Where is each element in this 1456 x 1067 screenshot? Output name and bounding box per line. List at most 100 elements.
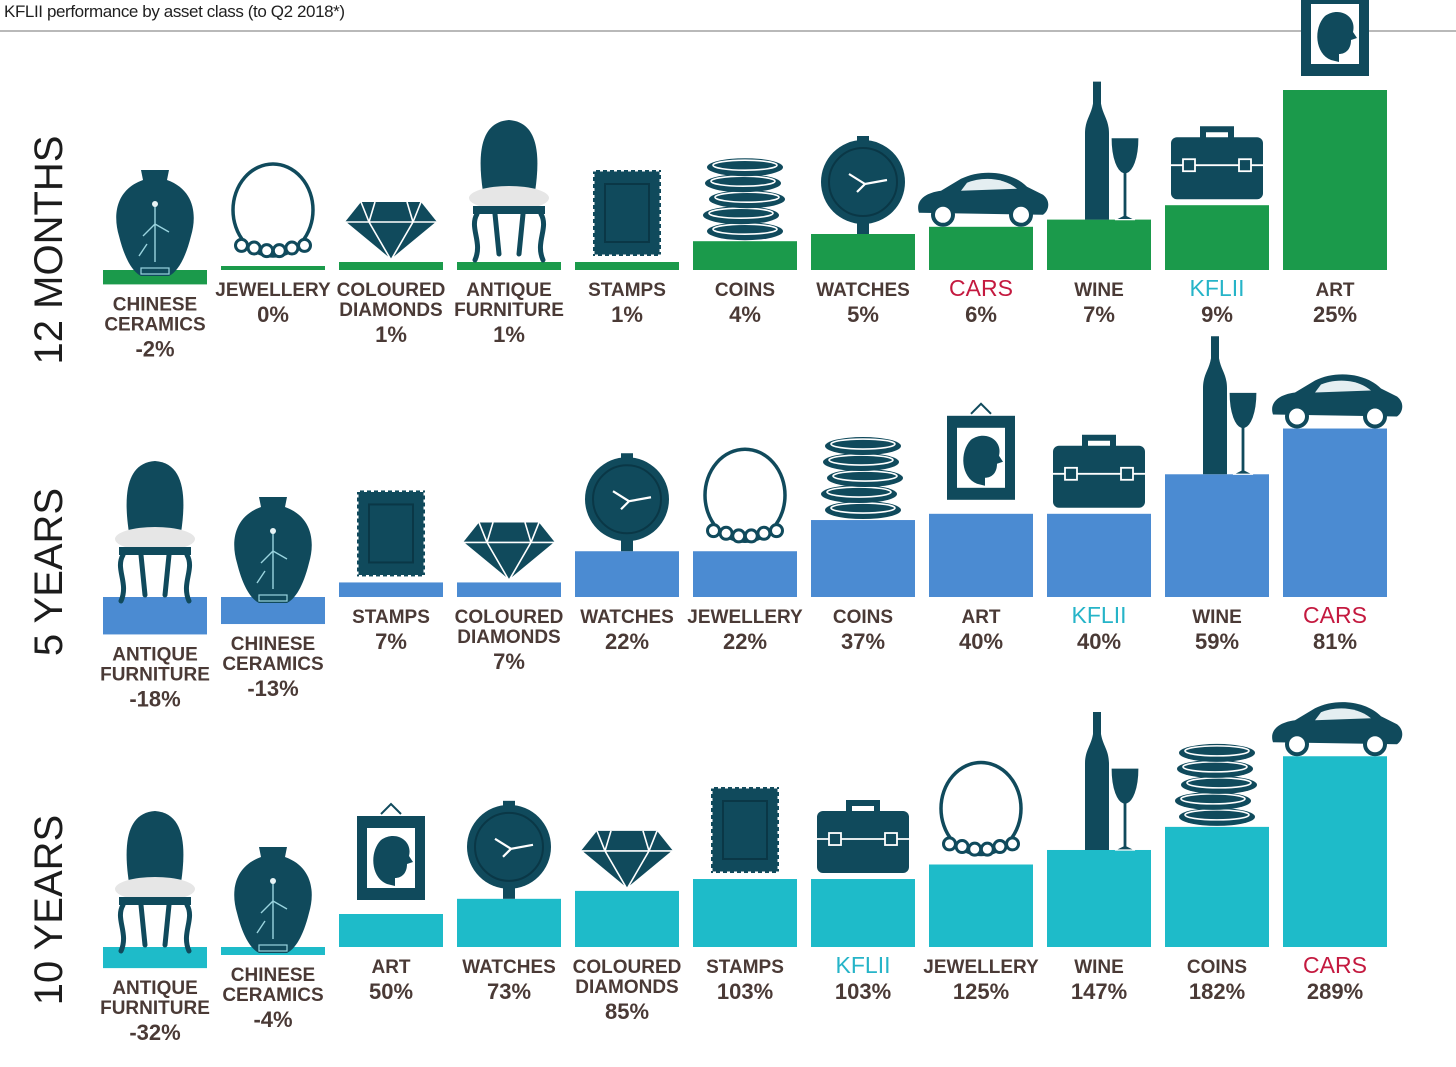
value-label: -32% xyxy=(129,1020,180,1045)
watch-icon xyxy=(821,136,905,234)
bar xyxy=(1165,205,1269,270)
category-label: STAMPS xyxy=(588,280,666,301)
value-label: 103% xyxy=(717,979,773,1004)
briefcase-icon xyxy=(817,800,909,874)
category-label: JEWELLERY xyxy=(923,957,1039,978)
value-label: 1% xyxy=(375,322,407,347)
category-label: STAMPS xyxy=(706,957,784,978)
vase-icon xyxy=(234,497,312,603)
category-label: COINS xyxy=(715,280,775,301)
category-label: JEWELLERY xyxy=(687,607,803,628)
category-label: ART xyxy=(371,957,410,978)
bar xyxy=(1165,474,1269,597)
car-icon xyxy=(1272,702,1403,757)
bar xyxy=(339,914,443,947)
bar xyxy=(929,513,1033,597)
value-label: 73% xyxy=(487,979,531,1004)
bar xyxy=(339,262,443,270)
bar xyxy=(457,262,561,270)
panel-5: 5 YEARS ANTIQUEFURNITURE-18%CHINESECERAMI… xyxy=(27,336,1403,711)
category-label: ART xyxy=(1315,280,1354,301)
value-label: 103% xyxy=(835,979,891,1004)
bar xyxy=(811,520,915,597)
coins-icon xyxy=(1175,743,1257,826)
value-label: 81% xyxy=(1313,629,1357,654)
coins-icon xyxy=(821,437,903,520)
category-label: ART xyxy=(961,607,1000,628)
vase-icon xyxy=(116,170,194,276)
bar xyxy=(575,890,679,947)
category-label: ANTIQUE xyxy=(112,978,198,999)
category-label: KFLII xyxy=(1190,275,1245,301)
wine-icon xyxy=(1203,336,1258,475)
value-label: 59% xyxy=(1195,629,1239,654)
necklace-icon xyxy=(939,760,1023,857)
chair-icon xyxy=(115,811,195,954)
category-label: WATCHES xyxy=(462,957,556,978)
category-label: FURNITURE xyxy=(100,664,210,685)
category-label: DIAMONDS xyxy=(457,627,560,648)
bar xyxy=(693,879,797,947)
stamp-icon xyxy=(709,785,781,875)
bar xyxy=(1047,219,1151,270)
category-label: CHINESE xyxy=(113,294,197,315)
car-icon xyxy=(1272,374,1403,429)
value-label: 5% xyxy=(847,302,879,327)
car-icon xyxy=(918,172,1049,227)
portrait-icon xyxy=(1301,0,1369,76)
bar xyxy=(457,898,561,947)
value-label: -2% xyxy=(135,336,174,361)
value-label: 7% xyxy=(493,649,525,674)
value-label: -4% xyxy=(253,1007,292,1032)
value-label: 22% xyxy=(723,629,767,654)
category-label: FURNITURE xyxy=(454,300,564,321)
value-label: 37% xyxy=(841,629,885,654)
value-label: -18% xyxy=(129,686,180,711)
category-label: WINE xyxy=(1192,607,1242,628)
value-label: 125% xyxy=(953,979,1009,1004)
bar xyxy=(103,597,207,635)
chair-icon xyxy=(469,120,549,263)
category-label: COLOURED xyxy=(337,280,446,301)
value-label: 7% xyxy=(1083,302,1115,327)
bar xyxy=(811,879,915,947)
period-label: 5 YEARS xyxy=(27,488,71,656)
value-label: 9% xyxy=(1201,302,1233,327)
bar xyxy=(103,270,207,285)
panel-12: 12 MONTHS CHINESECERAMICS-2%JEWELLERY0%CO… xyxy=(27,0,1387,364)
bar xyxy=(693,241,797,270)
bar xyxy=(457,582,561,597)
category-label: CHINESE xyxy=(231,634,315,655)
category-label: COINS xyxy=(1187,957,1247,978)
category-label: CERAMICS xyxy=(104,314,205,335)
bar xyxy=(221,266,325,270)
diamond-icon xyxy=(344,201,438,262)
bar xyxy=(693,551,797,597)
necklace-icon xyxy=(703,447,787,544)
watch-icon xyxy=(467,800,551,899)
period-label: 12 MONTHS xyxy=(27,136,71,365)
category-label: FURNITURE xyxy=(100,998,210,1019)
bar xyxy=(575,262,679,270)
portrait-icon xyxy=(947,402,1015,500)
value-label: 0% xyxy=(257,302,289,327)
diamond-icon xyxy=(462,522,556,583)
value-label: 50% xyxy=(369,979,413,1004)
